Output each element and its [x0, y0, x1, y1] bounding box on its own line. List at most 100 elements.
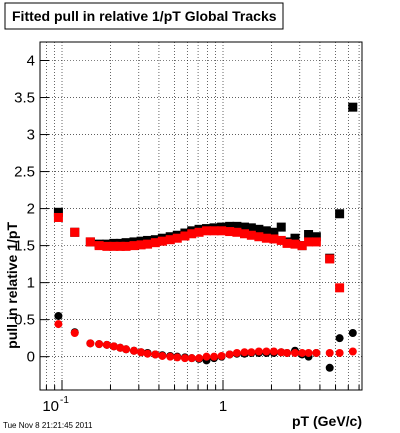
y-tick-label: 2.5 [14, 164, 35, 181]
point [217, 351, 226, 360]
point [70, 227, 80, 237]
point [187, 354, 196, 363]
point [335, 283, 345, 293]
point [194, 227, 204, 237]
point [143, 239, 153, 249]
point [261, 233, 271, 243]
point [109, 342, 118, 351]
point [109, 241, 119, 251]
point [210, 352, 219, 361]
point [95, 340, 104, 349]
point [94, 241, 104, 251]
y-tick-label: 4 [27, 53, 35, 70]
point [276, 235, 286, 245]
point [202, 352, 211, 361]
point [261, 226, 271, 236]
point [290, 348, 299, 357]
point [157, 236, 167, 246]
point [202, 226, 212, 236]
y-tick-label: 2 [27, 201, 35, 218]
point [129, 241, 139, 251]
point [121, 241, 131, 251]
point [269, 234, 279, 244]
y-tick-label: 3.5 [14, 90, 35, 107]
y-tick-label: 0.5 [14, 312, 35, 329]
point [240, 348, 249, 357]
point [232, 221, 242, 231]
x-tick-label: 1 [219, 398, 227, 415]
point [335, 334, 344, 343]
x-tick-label: 10 [42, 398, 59, 415]
point [304, 348, 313, 357]
point [102, 340, 111, 349]
point [70, 328, 79, 337]
series [54, 320, 357, 363]
point [254, 347, 263, 356]
chart-title: Fitted pull in relative 1/pT Global Trac… [12, 8, 277, 24]
point [290, 233, 300, 243]
point [348, 347, 357, 356]
point [172, 233, 182, 243]
point [180, 231, 190, 241]
y-tick-label: 3 [27, 127, 35, 144]
y-tick-label: 1.5 [14, 238, 35, 255]
point [173, 353, 182, 362]
point [195, 354, 204, 363]
point [225, 221, 235, 231]
point [165, 235, 175, 245]
point [246, 223, 256, 233]
point [115, 241, 125, 251]
point [180, 354, 189, 363]
footer: Tue Nov 8 21:21:45 2011 [3, 421, 93, 430]
point [143, 349, 152, 358]
point [129, 346, 138, 355]
point [298, 348, 307, 357]
title-box [4, 2, 284, 30]
point [232, 227, 242, 237]
point [312, 348, 321, 357]
point [240, 229, 250, 239]
point [225, 350, 234, 359]
point [269, 227, 279, 237]
point [269, 347, 278, 356]
point [325, 363, 334, 372]
point [348, 102, 358, 112]
point [85, 237, 95, 247]
point [240, 222, 250, 232]
point [262, 347, 271, 356]
point [325, 348, 334, 357]
point [304, 237, 314, 247]
y-tick-label: 0 [27, 349, 35, 366]
x-axis-label: pT (GeV/c) [292, 413, 362, 429]
point [122, 345, 131, 354]
point [311, 232, 321, 242]
point [86, 339, 95, 348]
point [276, 222, 286, 232]
point [225, 227, 235, 237]
point [232, 348, 241, 357]
point [297, 241, 307, 251]
y-axis-label: pull in relative 1/pT [4, 222, 20, 349]
point [348, 328, 357, 337]
point [282, 238, 292, 248]
point [54, 320, 63, 329]
point [102, 241, 112, 251]
point [325, 254, 335, 264]
point [158, 351, 167, 360]
point [151, 350, 160, 359]
point [187, 229, 197, 239]
plot-frame [39, 41, 363, 391]
point [335, 209, 345, 219]
point [290, 239, 300, 249]
point [209, 226, 219, 236]
point [311, 237, 321, 247]
point [277, 348, 286, 357]
point [246, 230, 256, 240]
point [53, 212, 63, 222]
point [283, 348, 292, 357]
point [247, 348, 256, 357]
point [53, 207, 63, 217]
point [217, 226, 227, 236]
point [54, 311, 63, 320]
